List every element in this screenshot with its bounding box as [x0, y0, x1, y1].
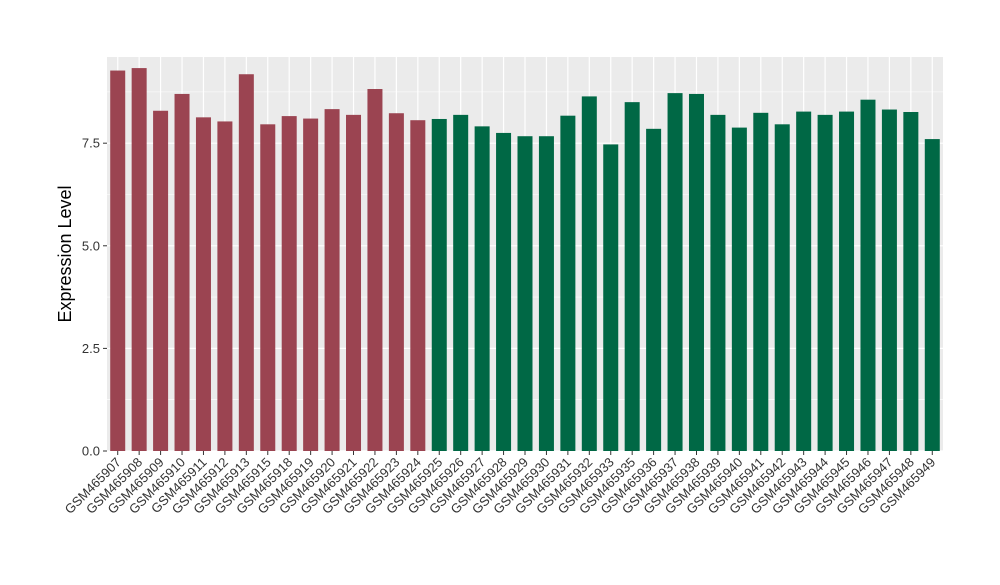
x-axis: GSM465907GSM465908GSM465909GSM465910GSM4… [62, 451, 938, 517]
bar-GSM465933 [603, 144, 619, 451]
bar-GSM465910 [174, 93, 190, 451]
bar-GSM465927 [474, 126, 490, 452]
bar-GSM465923 [388, 113, 404, 451]
y-axis-title: Expression Level [55, 185, 75, 322]
y-axis: 0.0 2.5 5.0 7.5 [82, 136, 107, 459]
bar-GSM465918 [281, 116, 297, 451]
bar-GSM465948 [903, 111, 919, 451]
bar-GSM465908 [131, 68, 147, 452]
y-tick-label: 2.5 [82, 341, 100, 356]
bar-GSM465931 [560, 115, 576, 452]
bar-GSM465938 [688, 93, 704, 451]
bar-GSM465911 [195, 117, 211, 452]
bar-GSM465924 [410, 120, 426, 452]
bar-GSM465932 [581, 96, 597, 452]
bar-GSM465909 [153, 110, 169, 451]
bar-GSM465944 [817, 114, 833, 452]
bar-GSM465939 [710, 114, 726, 452]
bar-GSM465942 [774, 124, 790, 451]
bar-GSM465945 [839, 111, 855, 451]
bars [110, 68, 940, 452]
bar-GSM465920 [324, 109, 340, 451]
bar-GSM465935 [624, 102, 640, 451]
y-tick-label: 5.0 [82, 238, 100, 253]
bar-GSM465919 [303, 118, 319, 451]
bar-GSM465928 [496, 132, 512, 452]
bar-GSM465913 [238, 74, 254, 452]
bar-GSM465922 [367, 89, 383, 451]
bar-GSM465941 [753, 112, 769, 452]
bar-GSM465936 [646, 128, 662, 451]
bar-GSM465943 [796, 111, 812, 451]
bar-GSM465947 [881, 109, 897, 452]
bar-GSM465925 [431, 118, 447, 452]
bar-GSM465912 [217, 121, 233, 451]
bar-GSM465915 [260, 124, 276, 451]
bar-GSM465930 [538, 136, 554, 451]
bar-GSM465921 [346, 114, 362, 452]
bar-GSM465937 [667, 93, 683, 451]
bar-GSM465929 [517, 136, 533, 451]
bar-GSM465907 [110, 70, 126, 451]
bar-GSM465946 [860, 99, 876, 451]
bar-GSM465940 [731, 127, 747, 451]
bar-GSM465926 [453, 114, 469, 452]
y-tick-label: 7.5 [82, 136, 100, 151]
bar-GSM465949 [924, 139, 940, 452]
y-tick-label: 0.0 [82, 444, 100, 459]
